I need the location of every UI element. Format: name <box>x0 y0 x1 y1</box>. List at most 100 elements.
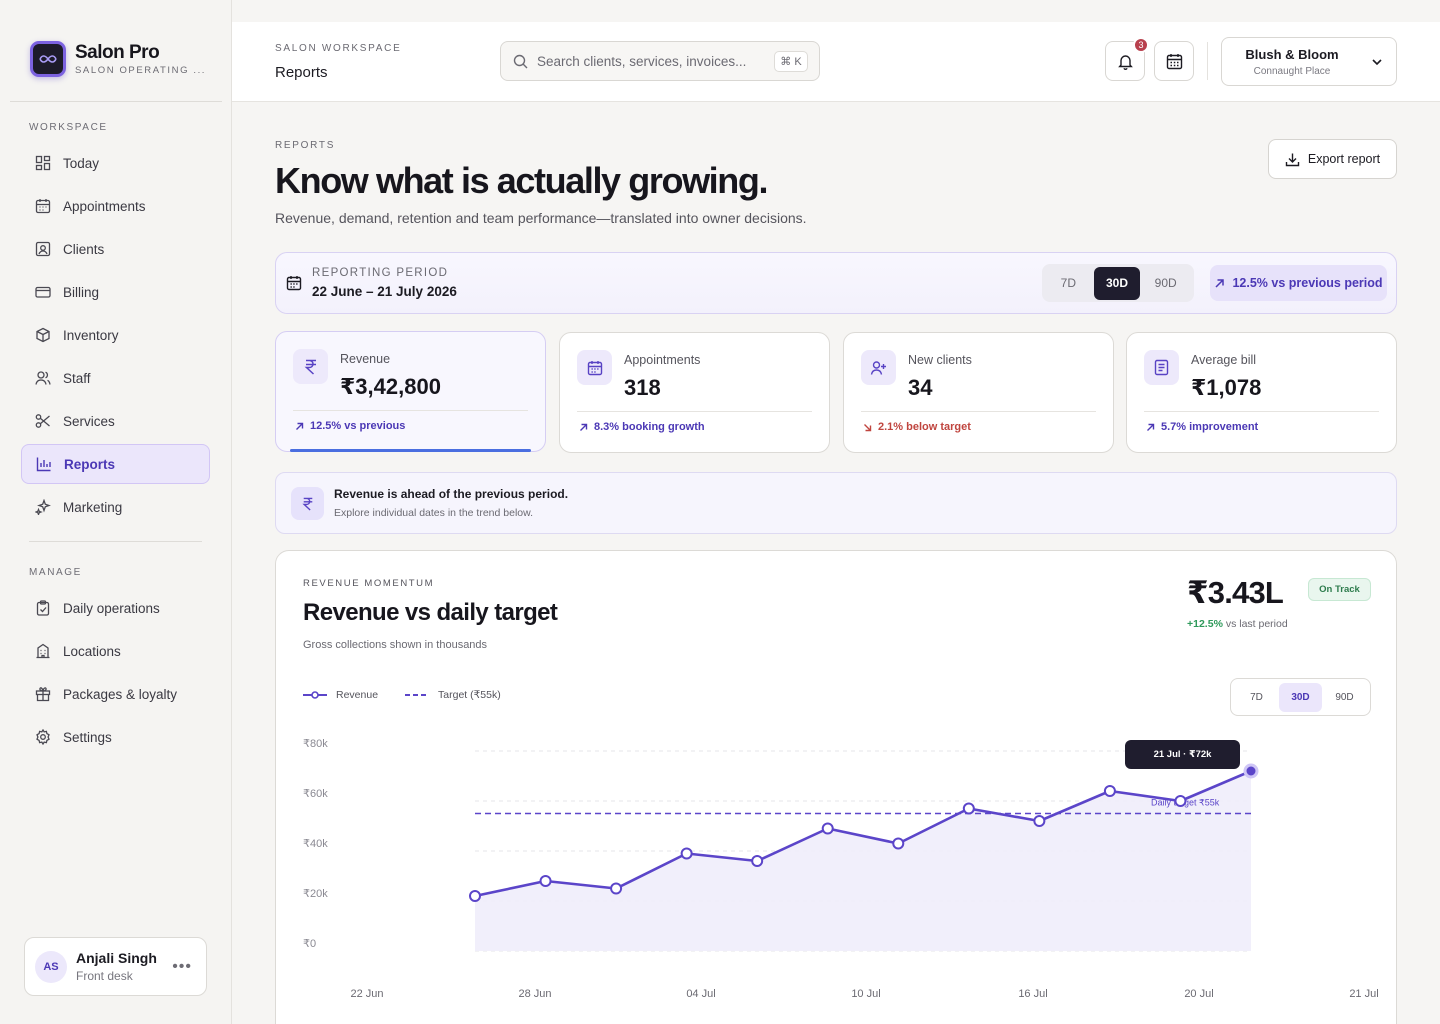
kpi-divider <box>293 410 528 411</box>
x-tick-label: 28 Jun <box>518 988 551 1000</box>
legend-revenue-label: Revenue <box>336 689 379 701</box>
more-options-icon[interactable]: ••• <box>172 958 192 975</box>
period-option-7d[interactable]: 7D <box>1060 276 1076 290</box>
user-name: Anjali Singh <box>76 950 157 966</box>
chart-subtitle: Gross collections shown in thousands <box>303 639 488 651</box>
revenue-chart-card: REVENUE MOMENTUM Revenue vs daily target… <box>275 550 1397 1024</box>
sidebar-item-today[interactable]: Today <box>21 143 210 183</box>
period-toggle: 7D 30D 90D <box>1042 264 1194 302</box>
export-report-button[interactable]: Export report <box>1268 139 1397 179</box>
period-option-90d[interactable]: 90D <box>1154 276 1177 290</box>
legend-revenue: Revenue <box>303 689 378 701</box>
sidebar-divider <box>10 101 222 102</box>
people-icon <box>34 370 51 387</box>
brand-name: Salon Pro <box>75 42 160 63</box>
sparkle-icon <box>34 499 51 516</box>
location-selector[interactable]: Blush & Bloom Connaught Place <box>1221 37 1397 86</box>
sidebar-item-label: Inventory <box>63 327 119 343</box>
revenue-line <box>474 769 1252 898</box>
arrow-up-right-icon <box>1214 278 1225 289</box>
revenue-point <box>539 875 552 887</box>
kpi-delta: 12.5% vs previous <box>295 420 405 432</box>
location-name: Blush & Bloom <box>1245 47 1339 62</box>
sidebar-item-reports[interactable]: Reports <box>21 444 210 484</box>
location-area: Connaught Place <box>1253 66 1331 77</box>
sidebar-item-label: Marketing <box>63 499 123 515</box>
clipboard-icon <box>34 600 51 617</box>
chart-range-7d[interactable]: 7D <box>1250 691 1263 703</box>
kpi-delta: 8.3% booking growth <box>579 421 705 433</box>
calendar-button[interactable] <box>1154 41 1194 81</box>
kpi-delta-text: 8.3% booking growth <box>594 421 705 433</box>
search-icon <box>513 54 528 69</box>
legend-target-label: Target (₹55k) <box>438 689 501 701</box>
revenue-point <box>751 855 764 867</box>
sidebar-item-packages-loyalty[interactable]: Packages & loyalty <box>21 674 210 714</box>
sidebar-item-services[interactable]: Services <box>21 401 210 441</box>
y-tick-label: ₹20k <box>303 888 328 900</box>
x-tick-label: 10 Jul <box>851 988 880 1000</box>
revenue-point <box>469 890 481 902</box>
kpi-card-revenue[interactable]: Revenue ₹3,42,800 12.5% vs previous <box>275 331 546 452</box>
sidebar-item-inventory[interactable]: Inventory <box>21 315 210 355</box>
sidebar-divider <box>29 541 202 542</box>
arrow-up-right-icon <box>295 422 304 431</box>
export-label: Export report <box>1307 152 1381 166</box>
kpi-card-new-clients[interactable]: New clients 34 2.1% below target <box>843 332 1114 453</box>
page-title: Know what is actually growing. <box>275 160 768 201</box>
revenue-point <box>1033 815 1046 827</box>
legend-target: Target (₹55k) <box>405 689 501 701</box>
user-card[interactable]: AS Anjali Singh Front desk ••• <box>24 937 207 996</box>
period-option-30d[interactable]: 30D <box>1093 266 1141 300</box>
grid-icon <box>34 155 51 172</box>
user-role: Front desk <box>76 969 133 983</box>
breadcrumb: SALON WORKSPACE <box>275 43 402 54</box>
user-plus-icon <box>861 350 896 385</box>
sidebar-item-locations[interactable]: Locations <box>21 631 210 671</box>
sidebar-item-label: Locations <box>63 643 121 659</box>
sidebar-item-settings[interactable]: Settings <box>21 717 210 757</box>
sidebar-item-label: Reports <box>64 456 116 472</box>
search-shortcut: ⌘ K <box>774 51 808 72</box>
kpi-label: Revenue <box>340 352 391 366</box>
notification-badge: 3 <box>1133 37 1149 53</box>
page-eyebrow: REPORTS <box>275 140 336 151</box>
revenue-total: ₹3.43L <box>1187 575 1284 610</box>
active-indicator <box>290 449 531 452</box>
sidebar-item-appointments[interactable]: Appointments <box>21 186 210 226</box>
box-icon <box>34 327 51 344</box>
notifications-button[interactable]: 3 <box>1105 37 1149 81</box>
calendar-icon <box>34 198 51 215</box>
search-input[interactable] <box>537 53 757 69</box>
sidebar-item-billing[interactable]: Billing <box>21 272 210 312</box>
x-tick-label: 16 Jul <box>1018 988 1047 1000</box>
sidebar-item-label: Daily operations <box>63 600 160 616</box>
x-tick-label: 22 Jun <box>350 988 383 1000</box>
status-badge: On Track <box>1308 578 1371 601</box>
scissors-icon <box>34 413 51 430</box>
search-box[interactable]: ⌘ K <box>500 41 820 81</box>
kpi-divider <box>577 411 812 412</box>
sidebar: Salon Pro SALON OPERATING ... WORKSPACE … <box>0 0 232 1024</box>
chart-range-90d[interactable]: 90D <box>1335 691 1354 703</box>
sidebar-item-staff[interactable]: Staff <box>21 358 210 398</box>
sidebar-item-marketing[interactable]: Marketing <box>21 487 210 527</box>
arrow-up-right-icon <box>1146 423 1155 432</box>
arrow-up-right-icon <box>579 423 588 432</box>
kpi-card-average-bill[interactable]: Average bill ₹1,078 5.7% improvement <box>1126 332 1397 453</box>
sidebar-item-clients[interactable]: Clients <box>21 229 210 269</box>
page-subtitle: Revenue, demand, retention and team perf… <box>275 210 807 226</box>
revenue-point <box>610 882 623 895</box>
sidebar-item-daily-operations[interactable]: Daily operations <box>21 588 210 628</box>
receipt-icon <box>1144 350 1179 385</box>
revenue-area <box>475 771 1251 951</box>
revenue-point <box>892 837 905 850</box>
chart-eyebrow: REVENUE MOMENTUM <box>303 578 435 589</box>
kpi-value: 318 <box>624 375 661 400</box>
revenue-point <box>1103 785 1116 797</box>
y-tick-label: ₹40k <box>303 838 328 850</box>
chart-range-30d[interactable]: 30D <box>1279 682 1322 712</box>
kpi-card-appointments[interactable]: Appointments 318 8.3% booking growth <box>559 332 830 453</box>
brand[interactable]: Salon Pro SALON OPERATING ... <box>30 41 206 77</box>
revenue-chart[interactable]: ₹0 ₹20k ₹40k ₹60k ₹80k 22 Jun 28 Jun 04 Jul 10 J… <box>276 551 1396 1024</box>
